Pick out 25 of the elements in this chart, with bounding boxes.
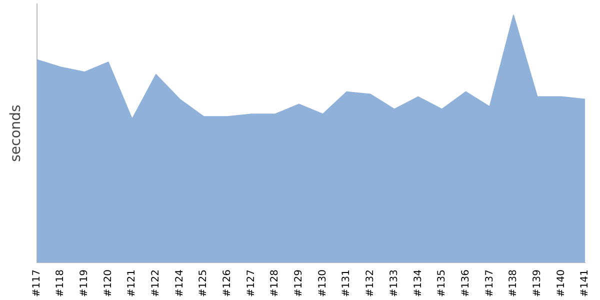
x-tick-label: #135 (436, 270, 448, 298)
x-tick-label: #140 (556, 270, 567, 298)
x-tick-label: #118 (55, 270, 66, 298)
x-tick-label: #119 (79, 270, 90, 298)
x-tick-label: #130 (317, 270, 328, 298)
x-tick-label: #129 (294, 270, 305, 298)
x-tick-label: #138 (508, 270, 520, 298)
x-tick-label: #121 (126, 270, 138, 298)
x-tick-label: #133 (388, 270, 400, 298)
x-tick-label: #136 (460, 270, 472, 298)
x-tick-label: #128 (270, 270, 281, 298)
x-tick-label: #122 (150, 270, 162, 298)
x-tick-label: #127 (246, 270, 257, 298)
x-tick-label: #139 (532, 270, 543, 298)
x-tick-label: #134 (412, 270, 424, 298)
x-tick-label: #125 (198, 270, 210, 298)
x-tick-label: #124 (174, 270, 186, 298)
y-axis-title: seconds (8, 104, 24, 162)
x-tick-label: #131 (341, 270, 352, 298)
x-tick-label: #126 (222, 270, 234, 298)
x-tick-label: #132 (365, 270, 376, 298)
x-tick-label: #117 (31, 270, 42, 298)
x-tick-label: #137 (484, 270, 496, 298)
x-tick-label: #141 (580, 270, 591, 298)
x-tick-label: #120 (102, 270, 114, 298)
